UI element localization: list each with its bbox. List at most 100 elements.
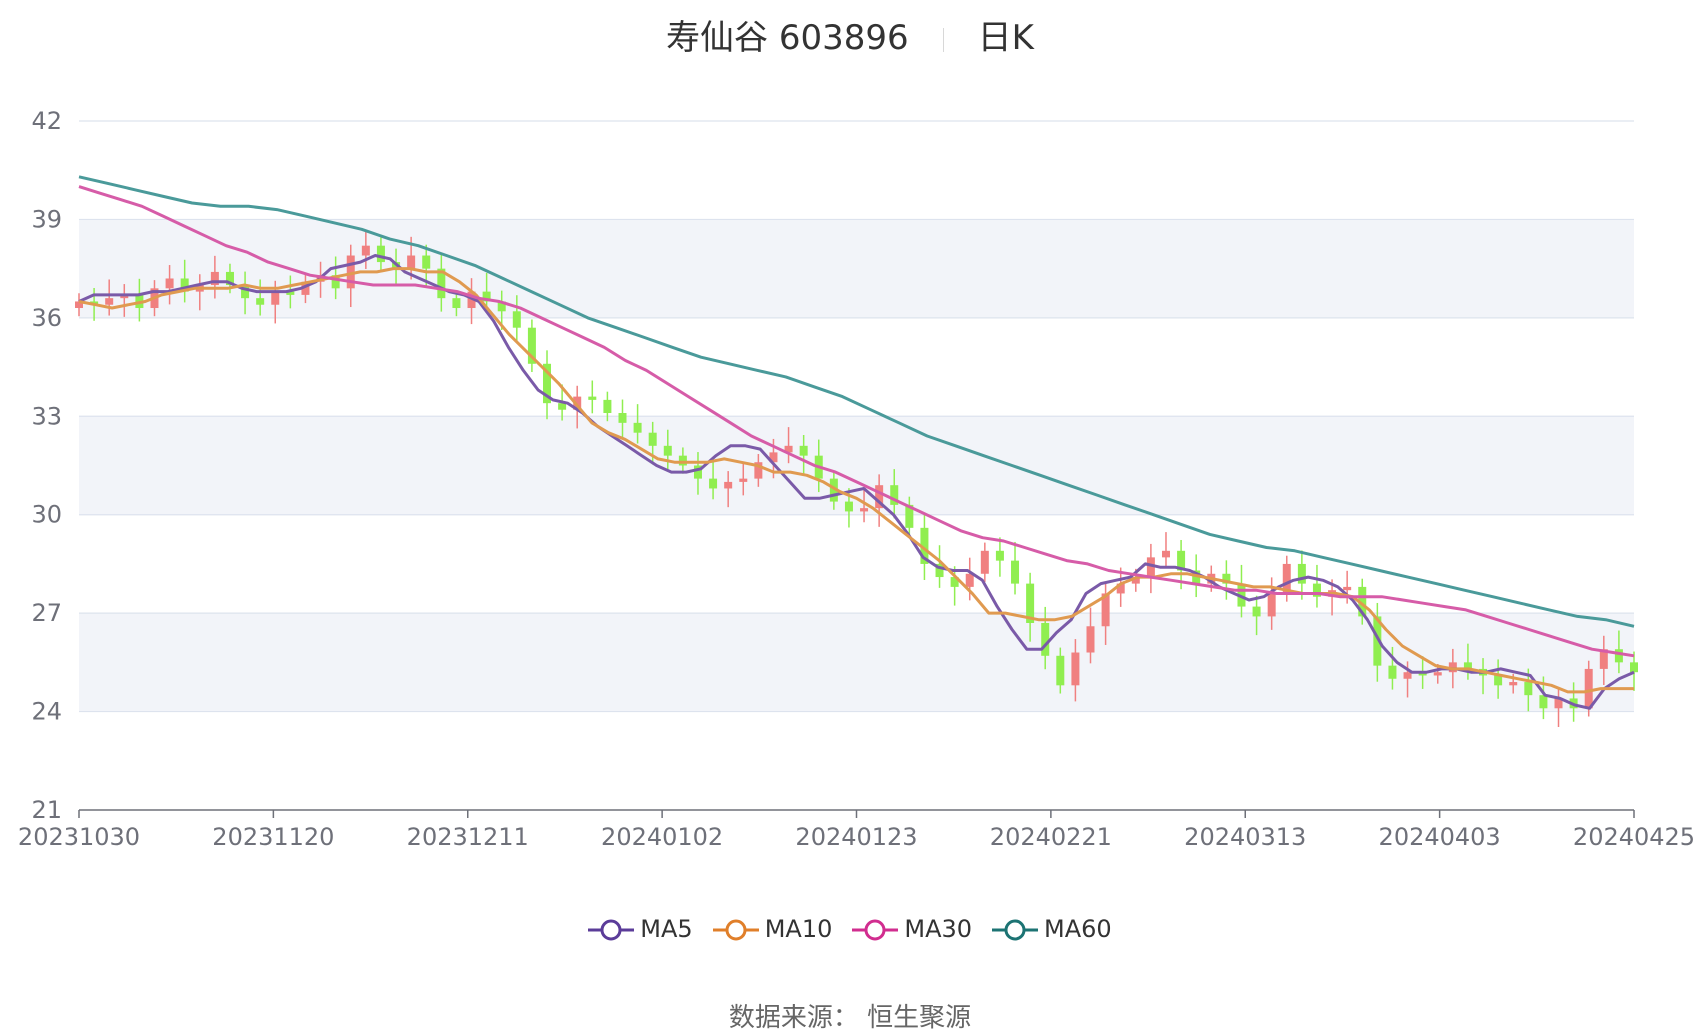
candle-body — [1252, 606, 1261, 617]
x-tick-label: 20240221 — [990, 823, 1112, 851]
candle-body — [980, 550, 989, 574]
candle-body — [618, 413, 627, 423]
candle-body — [1041, 622, 1050, 656]
data-source: 数据来源： 恒生聚源 — [0, 997, 1700, 1034]
candle-body — [1071, 652, 1080, 686]
candle-body — [1418, 672, 1427, 676]
candle-body — [588, 396, 597, 400]
x-tick-label: 20240102 — [601, 823, 723, 851]
candle-body — [754, 462, 763, 479]
legend-marker-icon — [712, 919, 759, 941]
candle-body — [75, 301, 83, 309]
candle-body — [950, 577, 959, 587]
candle-body — [648, 432, 657, 446]
source-label: 数据来源： — [728, 1003, 859, 1033]
chart-title: 寿仙谷 603896 日K — [0, 10, 1700, 59]
y-tick-label: 30 — [31, 501, 62, 529]
y-tick-label: 42 — [31, 107, 62, 135]
candle-body — [1584, 668, 1593, 709]
candle-body — [603, 399, 612, 414]
candle-body — [346, 255, 355, 289]
legend-label: MA5 — [640, 915, 693, 943]
y-tick-label: 24 — [31, 698, 62, 726]
legend-marker-icon — [992, 919, 1039, 941]
candle-body — [1026, 583, 1035, 623]
candle-body — [905, 504, 914, 528]
candle-body — [799, 445, 808, 456]
candle-body — [1267, 593, 1276, 617]
candle-body — [709, 478, 718, 489]
candle-body — [1388, 665, 1397, 679]
ma-line-ma60 — [78, 175, 1635, 628]
candle-body — [890, 485, 899, 505]
grid-band — [79, 613, 1634, 712]
ma-line-ma30 — [78, 185, 1635, 658]
candle-body — [1343, 586, 1352, 591]
x-tick-label: 20231030 — [18, 823, 140, 851]
candle-body — [482, 291, 491, 302]
legend-marker-icon — [852, 919, 899, 941]
source-name: 恒生聚源 — [867, 1003, 972, 1033]
candle-body — [875, 485, 884, 509]
legend-marker-icon — [588, 919, 635, 941]
y-tick-label: 21 — [31, 796, 62, 824]
candle-body — [1131, 577, 1140, 584]
y-tick-label: 36 — [31, 304, 62, 332]
y-tick-label: 33 — [31, 402, 62, 430]
x-tick-label: 20231120 — [212, 823, 334, 851]
legend-label: MA30 — [904, 915, 973, 943]
x-tick-label: 20231211 — [407, 823, 529, 851]
ma-line-ma5 — [78, 254, 1635, 710]
legend-label: MA60 — [1044, 915, 1112, 943]
candle-body — [256, 298, 265, 305]
candle-body — [935, 563, 944, 578]
candle-body — [769, 452, 778, 463]
candle-body — [437, 268, 446, 299]
candle-body — [105, 298, 114, 305]
candle-body — [1312, 583, 1321, 597]
candle-body — [1403, 672, 1412, 679]
ma-line-ma10 — [78, 267, 1634, 694]
candle-body — [210, 271, 219, 286]
candle-body — [1222, 573, 1231, 584]
candle-body — [286, 291, 295, 295]
candle-body — [1463, 662, 1472, 669]
x-tick-label: 20240313 — [1184, 823, 1306, 851]
candle-body — [739, 478, 748, 482]
candle-body — [965, 573, 974, 587]
candle-body — [452, 298, 461, 309]
candle-body — [633, 422, 642, 433]
candle-body — [1494, 675, 1503, 686]
candle-body — [920, 527, 929, 564]
candle-body — [1358, 586, 1367, 617]
candle-body — [1554, 698, 1563, 709]
candle-body — [1101, 593, 1110, 627]
candle-body — [271, 291, 280, 305]
candle-body — [1056, 655, 1065, 686]
candle-body — [693, 465, 702, 479]
candle-body — [1373, 616, 1382, 666]
candle-body — [1599, 649, 1608, 669]
candle-body — [543, 363, 552, 404]
candle-body — [1086, 626, 1095, 653]
x-tick-label: 20240123 — [795, 823, 917, 851]
candle-body — [1630, 662, 1638, 673]
candle-body — [995, 550, 1004, 561]
candle-body — [165, 278, 174, 289]
candle-body — [331, 275, 340, 289]
candle-body — [1282, 563, 1291, 594]
candle-body — [1433, 672, 1442, 676]
candle-body — [120, 294, 129, 299]
legend-item-ma10[interactable]: MA10 — [712, 915, 832, 943]
candle-body — [301, 281, 310, 295]
legend-item-ma30[interactable]: MA30 — [852, 915, 972, 943]
legend-item-ma60[interactable]: MA60 — [992, 915, 1112, 943]
candle-body — [1509, 682, 1518, 686]
legend-item-ma5[interactable]: MA5 — [588, 915, 693, 943]
legend: MA5 MA10 MA30 MA60 — [0, 915, 1700, 943]
y-tick-label: 27 — [31, 599, 62, 627]
x-tick-label: 20240425 — [1573, 823, 1695, 851]
candle-body — [225, 271, 234, 286]
candle-body — [663, 445, 672, 456]
